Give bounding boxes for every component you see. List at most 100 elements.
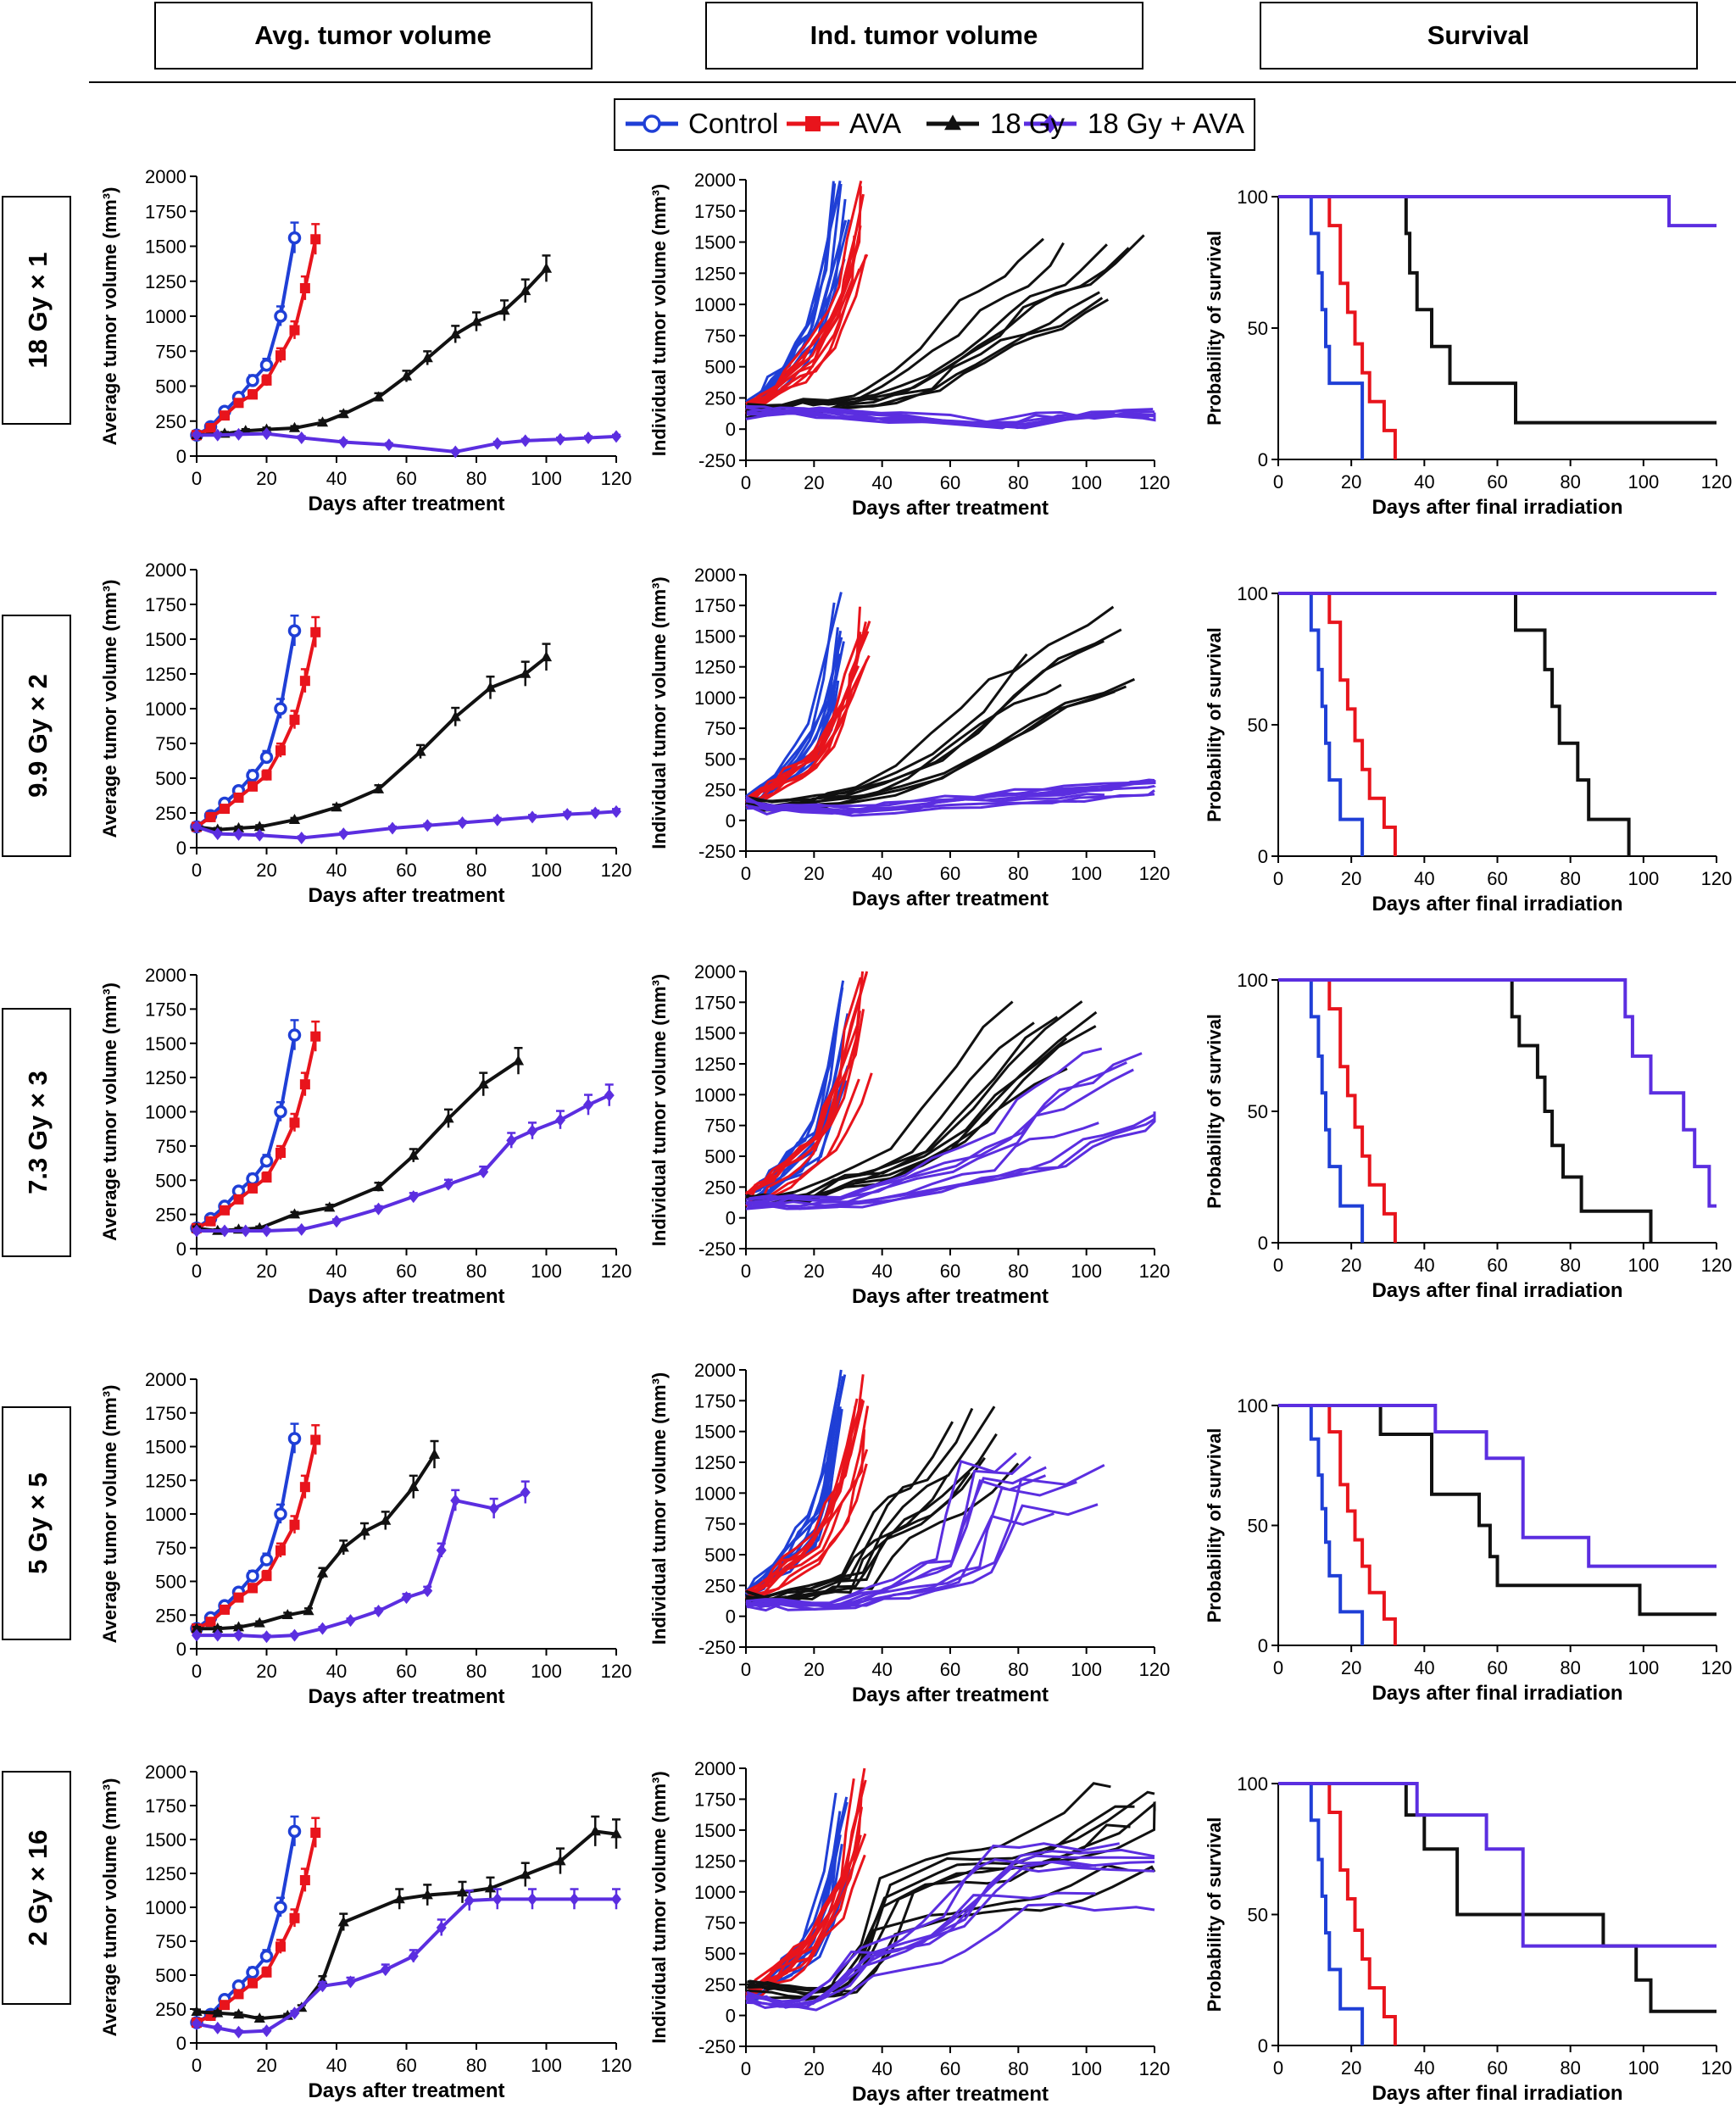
data-point-18-gy — [372, 1181, 385, 1192]
y-tick-label: 1000 — [694, 1084, 736, 1105]
data-point-18-gy-ava — [408, 1190, 419, 1204]
data-point-18-gy — [212, 1622, 224, 1633]
x-axis-label: Days after final irradiation — [1372, 2082, 1622, 2105]
x-tick-label: 60 — [1487, 471, 1507, 493]
x-tick-label: 20 — [1341, 1255, 1361, 1276]
survival-panel-3: 0 50 100 0 20 40 60 80 100 120 Days after final ir… — [1204, 970, 1732, 1302]
x-tick-label: 120 — [601, 1261, 632, 1282]
data-point-control — [259, 750, 274, 765]
data-point-18-gy — [288, 421, 301, 432]
data-point-18-gy — [428, 1448, 441, 1459]
x-tick-label: 100 — [1071, 472, 1102, 493]
individual-tumor-line — [747, 1398, 859, 1598]
survival-curve-control — [1278, 592, 1365, 856]
row-label-2gy-x16: 2 Gy × 16 — [23, 1829, 53, 1945]
y-tick-label: 2000 — [694, 1360, 736, 1381]
y-tick-label: 1750 — [145, 999, 186, 1020]
x-tick-label: 0 — [192, 1261, 202, 1282]
y-tick-label: -250 — [698, 1637, 736, 1658]
y-tick-label: 100 — [1237, 583, 1268, 604]
individual-tumor-line — [745, 784, 1156, 814]
series-line-control — [195, 1438, 297, 1630]
data-point-ava — [289, 325, 300, 336]
x-axis-label: Days after treatment — [308, 1685, 504, 1708]
individual-tumor-line — [749, 243, 1108, 412]
y-tick-label: 1250 — [145, 1470, 186, 1491]
ind-series-18-gy-ava — [745, 1047, 1156, 1211]
survival-curve-18-gy — [1278, 1782, 1717, 2013]
individual-tumor-line — [745, 1449, 869, 1599]
data-point-18-gy-ava — [380, 1963, 391, 1977]
data-point-18-gy-ava — [289, 1628, 300, 1642]
y-axis-label: Individual tumor volume (mm³) — [648, 974, 670, 1246]
data-point-18-gy-ava — [506, 1133, 517, 1147]
series-line-control — [195, 1831, 297, 2024]
y-axis-label: Probability of survival — [1204, 627, 1225, 822]
individual-tumor-line — [745, 1433, 998, 1602]
individual-tumor-line — [747, 237, 1044, 407]
individual-tumor-line — [745, 1891, 1096, 2009]
data-point-18-gy-ava — [488, 1502, 499, 1516]
data-point-18-gy-ava — [520, 434, 531, 448]
y-axis-label: Average tumor volume (mm³) — [99, 1778, 120, 2037]
individual-tumor-line — [749, 1009, 865, 1200]
data-point-18-gy-ava — [261, 1224, 272, 1238]
y-tick-label: 1250 — [694, 1851, 736, 1872]
data-point-ava — [233, 792, 244, 803]
data-point-18-gy-ava — [233, 1628, 244, 1642]
y-tick-label: 0 — [1258, 449, 1268, 470]
individual-tumor-line — [745, 1114, 1156, 1211]
series-line-control — [195, 1034, 297, 1230]
individual-tumor-line — [745, 1033, 859, 1205]
y-tick-label: -250 — [698, 1238, 736, 1260]
legend-marker-control — [643, 114, 661, 133]
y-axis-label: Average tumor volume (mm³) — [99, 187, 120, 446]
data-point-18-gy — [232, 821, 245, 832]
data-point-18-gy-ava — [233, 2025, 244, 2039]
data-point-ava — [220, 2000, 230, 2011]
series-line-ava — [195, 632, 318, 829]
header-ind-tumor-volume: Ind. tumor volume — [810, 20, 1038, 50]
data-point-18-gy-ava — [436, 1544, 447, 1557]
individual-tumor-line — [747, 1421, 954, 1601]
individual-tumor-line — [747, 977, 862, 1196]
individual-tumor-line — [745, 1801, 1156, 1992]
data-point-18-gy-ava — [611, 1892, 621, 1906]
x-tick-label: 60 — [940, 1261, 960, 1282]
individual-tumor-line — [745, 793, 1155, 817]
series-18-gy-ava — [192, 1480, 531, 1644]
data-point-ava — [310, 1031, 321, 1042]
y-tick-label: 1250 — [145, 1863, 186, 1884]
data-point-ava — [299, 676, 310, 687]
data-point-ava — [299, 1482, 310, 1493]
individual-tumor-line — [744, 1369, 843, 1595]
y-tick-label: 1250 — [145, 664, 186, 685]
data-point-ava — [310, 1434, 321, 1445]
y-tick-label: 0 — [176, 446, 186, 467]
series-ava — [192, 615, 321, 832]
individual-tumor-line — [745, 1407, 974, 1600]
y-tick-label: 750 — [155, 733, 186, 754]
series-18-gy — [191, 1439, 441, 1633]
individual-tumor-line — [745, 1860, 1155, 2009]
x-axis-label: Days after final irradiation — [1372, 496, 1622, 519]
data-point-control — [287, 1824, 302, 1839]
x-tick-label: 80 — [466, 1261, 487, 1282]
x-tick-label: 120 — [1701, 868, 1733, 889]
x-tick-label: 100 — [1628, 868, 1659, 889]
individual-tumor-line — [747, 1122, 1099, 1211]
data-point-18-gy — [421, 1889, 433, 1900]
data-point-ava — [310, 626, 321, 637]
y-tick-label: 0 — [726, 810, 736, 832]
x-tick-label: 20 — [256, 1661, 276, 1682]
series-line-control — [195, 630, 297, 828]
y-tick-label: 1750 — [145, 1795, 186, 1817]
data-point-18-gy — [380, 1514, 392, 1525]
individual-tumor-line — [745, 1374, 865, 1594]
y-tick-label: 250 — [155, 803, 186, 824]
x-tick-label: 80 — [1560, 471, 1580, 493]
y-tick-label: 750 — [704, 326, 736, 347]
ind-series-ava — [744, 971, 873, 1207]
x-tick-label: 100 — [1628, 1657, 1659, 1678]
data-point-ava — [261, 375, 272, 386]
